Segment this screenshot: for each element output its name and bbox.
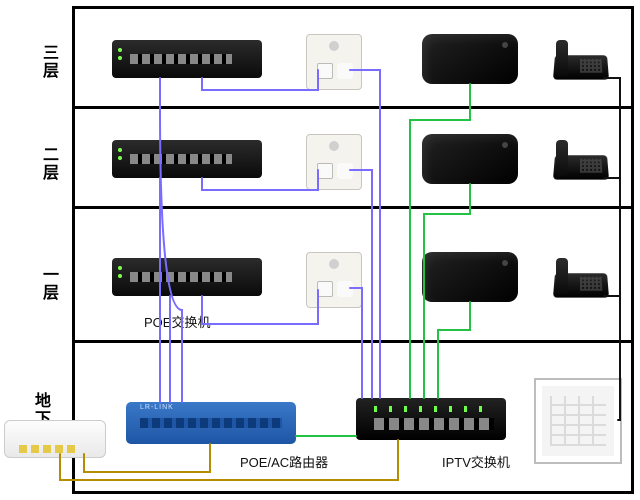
device-box1 — [422, 252, 518, 302]
device-ph2 — [554, 140, 608, 180]
device-sw1 — [112, 258, 262, 296]
device-dist — [534, 378, 622, 464]
diagram-canvas: 三层二层一层地下室 POE交换机POE/AC路由器IPTV交换机 — [0, 0, 640, 500]
floor-divider — [72, 206, 634, 209]
device-label: IPTV交换机 — [442, 452, 510, 471]
device-ap3 — [306, 34, 362, 90]
device-box3 — [422, 34, 518, 84]
device-box2 — [422, 134, 518, 184]
device-iptv — [356, 398, 506, 440]
device-label: POE/AC路由器 — [240, 452, 328, 471]
floor-divider — [72, 340, 634, 343]
device-ap2 — [306, 134, 362, 190]
device-sw2 — [112, 140, 262, 178]
device-router — [126, 402, 296, 444]
device-ph1 — [554, 258, 608, 298]
device-ap1 — [306, 252, 362, 308]
floor-divider — [72, 106, 634, 109]
device-sw3 — [112, 40, 262, 78]
device-label: POE交换机 — [144, 312, 210, 331]
device-ph3 — [554, 40, 608, 80]
floor-label-f1: 一层 — [36, 266, 60, 302]
floor-label-f2: 二层 — [36, 146, 60, 182]
floor-label-f3: 三层 — [36, 44, 60, 80]
device-ont — [4, 420, 106, 458]
